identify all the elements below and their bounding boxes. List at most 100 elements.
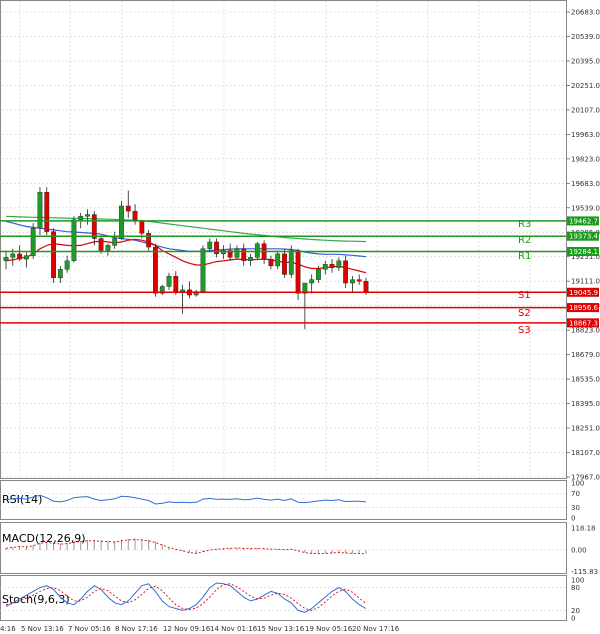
candle-body — [30, 228, 36, 256]
candle-body — [166, 275, 172, 287]
pivot-levels: 19462.7 R3 19373.4 R2 19284.1 R1 19045.9 18956.… — [0, 216, 599, 336]
time-tick-label: 12 Nov 09:16 — [163, 625, 211, 633]
time-tick-label: 4:16 — [0, 625, 16, 633]
candle-body — [37, 192, 43, 229]
time-tick-label: 5 Nov 13:16 — [21, 625, 64, 633]
indicators: RSI(14) 100 70 30 0 MACD(12,26,9) 118.18 0.00 -1… — [0, 480, 598, 623]
level-value: 19462.7 — [569, 217, 598, 225]
level-name: S2 — [518, 308, 531, 319]
time-tick-label: 8 Nov 17:16 — [115, 625, 158, 633]
candle-body — [98, 238, 104, 251]
rsi-label: RSI(14) — [2, 493, 42, 506]
candle-body — [234, 248, 240, 258]
candle-body — [254, 243, 260, 258]
level-value: 19373.4 — [569, 233, 598, 241]
candle-body — [227, 250, 233, 258]
level-badge — [567, 231, 599, 241]
level-value: 19284.1 — [569, 248, 598, 256]
candle-body — [173, 275, 179, 292]
macd-label: MACD(12,26,9) — [2, 532, 86, 545]
candle-body — [3, 257, 9, 261]
price-tick-label: 19683.0 — [571, 180, 600, 188]
candle-body — [295, 250, 301, 294]
level-name: R3 — [518, 219, 531, 230]
candle-body — [214, 241, 219, 255]
macd-panel-frame — [0, 522, 567, 574]
level-badge — [567, 287, 599, 297]
candle-body — [343, 260, 349, 284]
price-tick-label: 18823.0 — [571, 327, 600, 335]
candle-body — [350, 279, 355, 284]
level-name: R2 — [518, 235, 531, 246]
main-panel-frame — [0, 0, 567, 479]
stoch-d-line — [5, 583, 367, 611]
candle-body — [51, 231, 56, 279]
candle-body — [309, 279, 315, 284]
candle-body — [248, 257, 253, 261]
price-tick-label: 18107.0 — [571, 449, 600, 457]
level-value: 18867.3 — [569, 319, 598, 327]
candle-body — [302, 282, 308, 294]
candle-body — [91, 214, 97, 239]
price-tick-label: 18535.0 — [571, 376, 600, 384]
candle-body — [10, 253, 16, 258]
rsi-tick-label: 30 — [571, 504, 580, 512]
candle-body — [125, 205, 131, 212]
price-tick-label: 18679.0 — [571, 351, 600, 359]
price-tick-label: 19963.0 — [571, 131, 600, 139]
price-tick-label: 20251.0 — [571, 82, 600, 90]
candle-body — [322, 263, 328, 270]
candle-body — [44, 192, 50, 232]
candle-body — [180, 289, 186, 292]
candle-body — [112, 238, 118, 246]
grid-lines — [2, 1, 566, 478]
time-tick-label: 19 Nov 05:16 — [305, 625, 353, 633]
rsi-tick-label: 70 — [571, 490, 580, 498]
level-value: 18956.6 — [569, 304, 598, 312]
price-tick-label: 18395.0 — [571, 400, 600, 408]
stoch-tick-label: 80 — [571, 584, 580, 592]
candle-body — [356, 279, 362, 282]
price-tick-label: 20107.0 — [571, 106, 600, 114]
macd-signal — [5, 539, 367, 555]
rsi-tick-label: 100 — [571, 480, 584, 488]
candle-body — [241, 248, 247, 261]
candle-body — [282, 253, 287, 275]
price-tick-label: 20683.0 — [571, 9, 600, 17]
price-tick-label: 19823.0 — [571, 155, 600, 163]
candle-body — [119, 205, 124, 239]
macd-tick-label: -115.83 — [571, 568, 598, 576]
level-name: R1 — [518, 251, 531, 262]
candle-body — [139, 221, 145, 234]
stoch-tick-label: 100 — [571, 577, 584, 585]
candle-body — [64, 260, 70, 270]
price-tick-label: 20395.0 — [571, 57, 600, 65]
price-tick-label: 18251.0 — [571, 425, 600, 433]
price-tick-label: 19539.0 — [571, 204, 600, 212]
time-tick-label: 20 Nov 17:16 — [352, 625, 400, 633]
price-tick-label: 19111.0 — [571, 278, 600, 286]
candle-body — [71, 219, 77, 261]
price-axis: 20683.0 20539.0 20395.0 20251.0 20107.0 19963… — [566, 9, 600, 482]
candle-body — [146, 233, 152, 248]
rsi-tick-label: 0 — [571, 515, 575, 523]
time-tick-label: 15 Nov 13:16 — [257, 625, 305, 633]
level-badge — [567, 303, 599, 313]
candle-body — [288, 250, 294, 275]
time-tick-label: 7 Nov 05:16 — [68, 625, 111, 633]
ma-red-line — [5, 238, 367, 274]
macd-tick-label: 0.00 — [571, 547, 587, 555]
candle-body — [316, 269, 321, 280]
candle-body — [85, 214, 90, 217]
time-tick-label: 14 Nov 01:16 — [210, 625, 258, 633]
level-badge — [567, 216, 599, 226]
candle-body — [78, 216, 84, 220]
level-name: S3 — [518, 325, 531, 336]
ma-green-line — [5, 215, 367, 243]
candle-body — [363, 281, 369, 292]
candle-body — [57, 269, 63, 279]
macd-tick-label: 118.18 — [571, 525, 596, 533]
stoch-label: Stoch(9,6,3) — [2, 593, 70, 606]
price-tick-label: 19251.0 — [571, 253, 600, 261]
